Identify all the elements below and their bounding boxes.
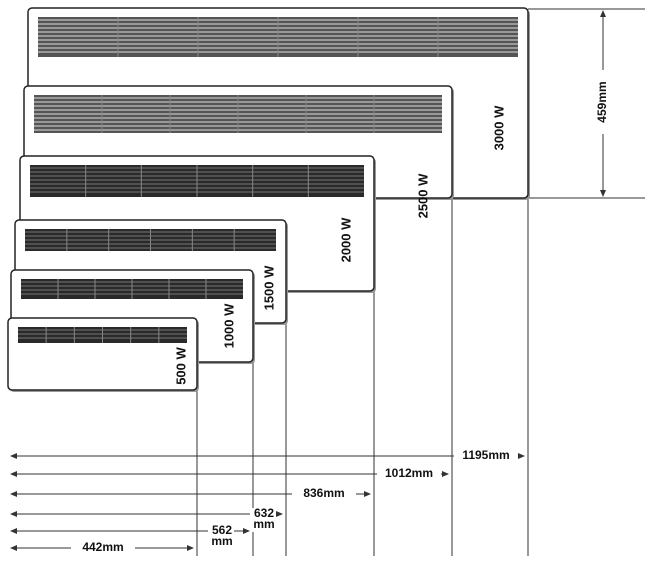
arrowhead xyxy=(10,511,17,517)
arrowhead xyxy=(10,471,17,477)
power-label: 1000 W xyxy=(221,303,236,349)
label-bg xyxy=(594,70,612,134)
power-label: 500 W xyxy=(173,346,188,384)
width-label: 1012mm xyxy=(385,466,433,480)
arrowhead xyxy=(187,545,194,551)
label-bg xyxy=(454,448,518,464)
width-label: 562 xyxy=(212,523,232,537)
width-label: 632 xyxy=(254,506,274,520)
arrowhead xyxy=(243,528,250,534)
width-label: mm xyxy=(253,517,274,531)
width-label: 1195mm xyxy=(462,448,509,462)
arrowhead xyxy=(276,511,283,517)
arrowhead xyxy=(10,545,17,551)
arrowhead xyxy=(442,471,449,477)
arrowhead xyxy=(10,491,17,497)
arrowhead xyxy=(364,491,371,497)
width-label: mm xyxy=(211,534,232,548)
arrowhead xyxy=(518,453,525,459)
power-label: 2500 W xyxy=(415,173,430,219)
width-label: 836mm xyxy=(303,486,344,500)
label-bg xyxy=(250,508,276,532)
power-label: 2000 W xyxy=(338,217,353,263)
arrowhead xyxy=(600,10,606,17)
width-label: 442mm xyxy=(82,540,123,554)
power-label: 3000 W xyxy=(491,105,506,151)
height-label: 459mm xyxy=(595,81,609,122)
power-label: 1500 W xyxy=(261,265,276,311)
arrowhead xyxy=(10,528,17,534)
arrowhead xyxy=(600,190,606,197)
label-bg xyxy=(377,466,441,482)
label-bg xyxy=(208,525,234,549)
label-bg xyxy=(292,486,356,502)
label-bg xyxy=(71,540,135,556)
heater: 500 W xyxy=(7,317,199,392)
arrowhead xyxy=(10,453,17,459)
